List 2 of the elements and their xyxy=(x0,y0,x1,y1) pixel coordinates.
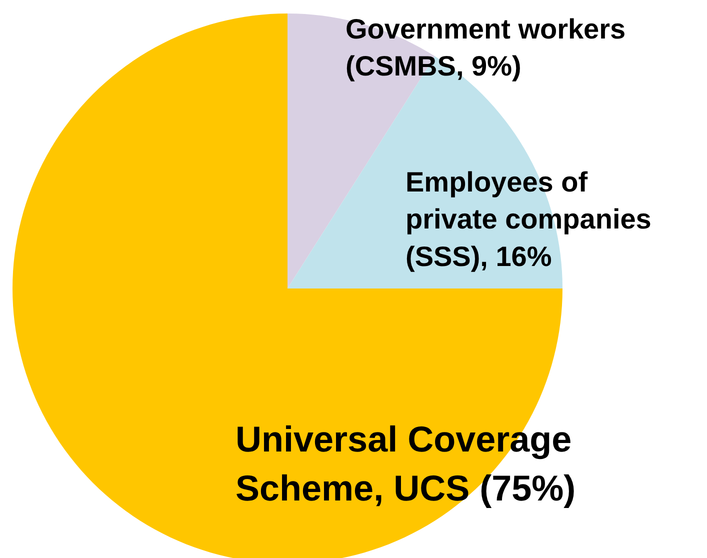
slice-label: Government workers (CSMBS, 9%) xyxy=(346,14,626,82)
slice-label: Employees of private companies (SSS), 16% xyxy=(406,166,652,272)
